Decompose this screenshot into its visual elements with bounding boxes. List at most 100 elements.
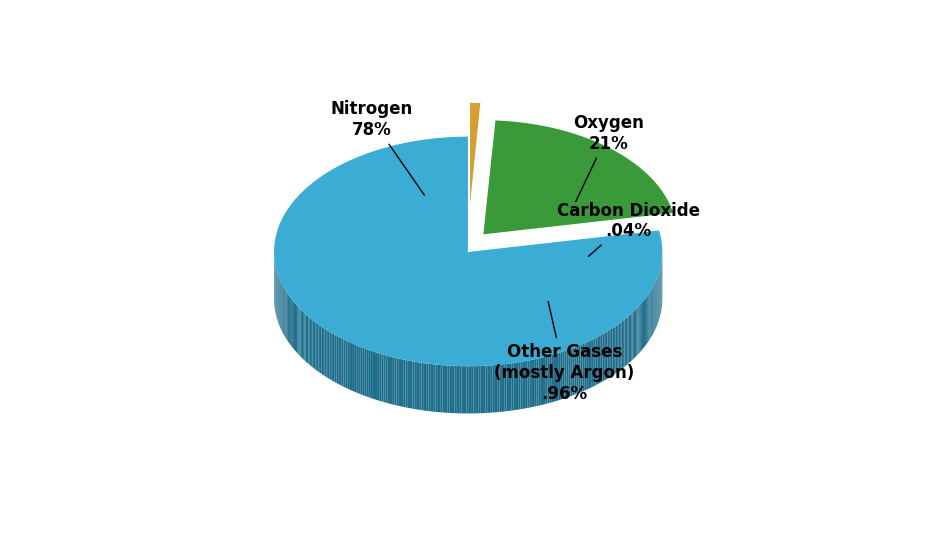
Polygon shape [388,356,390,404]
Polygon shape [459,366,461,413]
Polygon shape [340,338,341,386]
Polygon shape [616,325,618,373]
Polygon shape [499,364,502,412]
Polygon shape [631,312,632,361]
Polygon shape [487,366,490,413]
Polygon shape [550,355,551,403]
Polygon shape [644,299,645,347]
Polygon shape [609,329,611,378]
Polygon shape [641,302,642,351]
Polygon shape [498,364,499,412]
Polygon shape [591,339,593,387]
Polygon shape [443,365,445,413]
Polygon shape [629,315,630,363]
Polygon shape [632,311,634,359]
Polygon shape [545,356,548,404]
Polygon shape [326,330,328,378]
Polygon shape [626,317,628,366]
Polygon shape [634,310,635,358]
Polygon shape [291,298,292,347]
Polygon shape [306,314,307,363]
Polygon shape [537,358,538,406]
Polygon shape [646,296,647,345]
Polygon shape [296,305,298,353]
Polygon shape [405,360,407,408]
Polygon shape [538,358,541,406]
Polygon shape [543,357,545,404]
Polygon shape [375,352,377,400]
Polygon shape [339,336,340,385]
Polygon shape [565,350,566,398]
Polygon shape [483,366,485,413]
Polygon shape [471,100,483,214]
Polygon shape [578,345,580,393]
Polygon shape [429,364,431,412]
Polygon shape [295,303,296,352]
Polygon shape [457,366,459,413]
Polygon shape [410,361,412,409]
Polygon shape [493,365,495,413]
Polygon shape [341,339,343,387]
Polygon shape [558,352,560,401]
Polygon shape [379,353,381,401]
Polygon shape [399,358,401,407]
Polygon shape [361,347,363,395]
Polygon shape [438,365,440,412]
Polygon shape [347,341,349,389]
Polygon shape [290,297,291,345]
Polygon shape [355,345,357,393]
Polygon shape [349,342,351,390]
Polygon shape [337,336,339,384]
Polygon shape [532,359,534,407]
Polygon shape [293,301,294,349]
Polygon shape [481,366,483,413]
Polygon shape [351,343,352,391]
Polygon shape [560,352,563,399]
Polygon shape [541,357,543,405]
Polygon shape [435,364,438,412]
Polygon shape [315,322,317,370]
Polygon shape [623,319,625,368]
Polygon shape [599,335,601,384]
Polygon shape [490,366,493,413]
Polygon shape [335,335,337,383]
Polygon shape [310,318,312,366]
Polygon shape [433,364,435,412]
Polygon shape [483,121,673,235]
Polygon shape [466,366,469,413]
Polygon shape [607,330,609,379]
Polygon shape [369,350,371,398]
Polygon shape [473,366,476,413]
Polygon shape [470,103,481,218]
Polygon shape [588,341,590,389]
Polygon shape [424,363,426,411]
Polygon shape [586,341,588,390]
Polygon shape [352,344,355,392]
Polygon shape [593,338,595,386]
Polygon shape [556,353,558,401]
Polygon shape [509,363,512,411]
Polygon shape [478,366,481,413]
Polygon shape [304,313,306,362]
Polygon shape [412,361,415,409]
Polygon shape [518,362,521,409]
Polygon shape [513,363,516,410]
Polygon shape [601,334,603,383]
Text: Carbon Dioxide
.04%: Carbon Dioxide .04% [557,202,700,256]
Polygon shape [642,301,643,350]
Polygon shape [580,344,582,392]
Polygon shape [643,300,644,349]
Polygon shape [597,336,599,384]
Polygon shape [386,355,388,403]
Text: Nitrogen
78%: Nitrogen 78% [331,100,424,195]
Polygon shape [328,331,329,379]
Polygon shape [404,359,405,407]
Polygon shape [527,360,530,408]
Polygon shape [407,361,410,408]
Polygon shape [394,357,396,406]
Polygon shape [635,309,636,357]
Polygon shape [502,364,504,412]
Polygon shape [302,311,303,359]
Polygon shape [329,332,331,380]
Polygon shape [320,326,322,374]
